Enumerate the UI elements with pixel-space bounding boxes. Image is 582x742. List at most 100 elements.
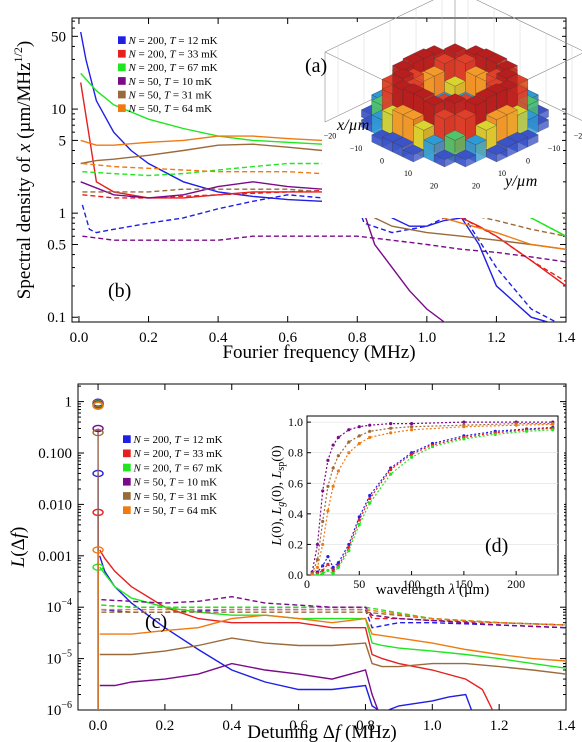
panel-b-series-dashed-3: [82, 235, 566, 263]
panel-c-legend-swatch-5: [123, 506, 131, 514]
panel-c-legend-label-0: N = 200, T = 12 mK: [132, 434, 222, 446]
panel-b-xtick-label-6: 1.2: [487, 330, 506, 346]
panel-a-bar-top-96: [465, 95, 487, 106]
panel-d-point-3-6: [347, 428, 351, 432]
panel-a-bar-top-106: [423, 134, 445, 146]
panel-b-legend-swatch-4: [118, 90, 126, 99]
panel-d-series-line-1: [312, 427, 553, 575]
panel-a-bar-top-97: [485, 109, 508, 120]
panel-d-point-0-2: [321, 564, 325, 568]
panel-d-point-0-7: [357, 515, 361, 519]
panel-c-series-line-2: [99, 566, 566, 669]
panel-c-xtick-label-4: 0.8: [356, 718, 375, 734]
panel-c-xtick-label-7: 1.4: [557, 718, 576, 734]
panel-c-ytick-pow-label-1: 10−5: [46, 649, 72, 668]
panel-a-bar-top-29: [402, 53, 425, 64]
panel-c-xlabel: Detuning Δf (MHz): [247, 722, 396, 742]
panel-d-point-1-8: [368, 496, 372, 501]
panel-a-label: (a): [305, 55, 327, 77]
panel-b-xtick-label-2: 0.4: [209, 330, 228, 346]
panel-c-legend-label-4: N = 50, T = 31 mK: [132, 491, 217, 503]
panel-a-xtick-label-0: −20: [324, 131, 337, 140]
panel-a-bar-top-110: [433, 149, 456, 160]
panel-d-point-3-3: [326, 458, 330, 462]
panel-d-point-4-10: [409, 425, 414, 429]
panel-b-xtick-label-1: 0.2: [139, 330, 158, 346]
panel-a-ytick-label-2: 0: [526, 156, 530, 165]
panel-b-xtick-label-0: 0.0: [70, 330, 89, 346]
panel-c-ytick-label-3: 1: [65, 395, 73, 411]
panel-c-legend-label-1: N = 200, T = 33 mK: [132, 448, 222, 460]
panel-d-point-4-6: [347, 440, 351, 444]
panel-d-point-5-11: [462, 425, 466, 429]
panel-c-xtick-label-0: 0.0: [89, 718, 108, 734]
panel-b-legend-label-4: N = 50, T = 31 mK: [127, 89, 212, 101]
panel-d-ytick-label-5: 1.0: [288, 415, 303, 429]
panel-d-point-5-7: [357, 441, 361, 446]
panel-d-point-2-6: [347, 548, 351, 553]
panel-d-series-line-2: [312, 429, 553, 575]
panel-d-point-5-10: [409, 428, 414, 432]
panel-d-point-2-1: [315, 573, 320, 575]
panel-a-bar-top-102: [454, 109, 477, 120]
panel-c: 0.0 0.2 0.4 0.6 0.8 1.0 1.2 1.40.0010.0100.1001…: [8, 383, 576, 742]
panel-d-label: (d): [485, 535, 508, 557]
panel-a-xtick-label-1: −10: [350, 144, 363, 153]
panel-d-point-5-9: [389, 431, 393, 435]
panel-a-bar-top-99: [392, 136, 414, 148]
panel-a-bar-top-89: [475, 88, 497, 99]
panel-d-point-2-10: [409, 455, 414, 459]
panel-a-bar-top-33: [485, 53, 508, 64]
panel-b-legend-swatch-2: [118, 63, 126, 72]
panel-a-ytick-label-3: 10: [498, 169, 506, 178]
panel-d-point-2-4: [331, 571, 335, 575]
panel-b-legend-swatch-3: [118, 77, 126, 85]
panel-d-series-line-5: [311, 423, 553, 575]
panel-a-inset: −20 −10 0 10 20 −20 −10 0 10 20 x/µm y/µm (a): [305, 0, 582, 218]
panel-c-legend-swatch-0: [123, 435, 131, 443]
panel-c-series-line-4: [99, 637, 566, 675]
panel-a-bar-top-94: [423, 95, 445, 106]
panel-a-bar-top-23: [433, 53, 456, 64]
panel-c-xtick-label-2: 0.4: [222, 718, 241, 734]
panel-a-bar-top-107: [444, 130, 466, 141]
panel-d-ytick-label-1: 0.2: [288, 537, 303, 551]
panel-c-legend-label-5: N = 50, T = 64 mK: [132, 505, 217, 517]
panel-d-point-5-3: [326, 509, 330, 513]
panel-d-point-1-10: [409, 452, 414, 456]
panel-d-point-4-7: [357, 434, 361, 438]
panel-c-top-marker-5: [92, 401, 104, 410]
panel-a-bar-top-95: [444, 93, 466, 104]
panel-b-xlabel: Fourier frequency (MHz): [222, 342, 415, 363]
panel-a-ylabel: y/µm: [503, 173, 537, 190]
panel-d-point-3-10: [409, 422, 414, 426]
panel-b-ytick-label-0: 0.1: [47, 310, 66, 326]
panel-a-bar-top-58: [496, 68, 518, 79]
panel-d-point-3-4: [331, 443, 335, 447]
panel-b-xtick-label-7: 1.4: [557, 330, 576, 346]
panel-c-series: [92, 424, 566, 710]
panel-d-point-0-3: [326, 555, 330, 559]
panel-c-xtick-label-6: 1.2: [490, 718, 509, 734]
panel-c-legend-label-2: N = 200, T = 67 mK: [132, 462, 222, 474]
panel-b-ylabel: Spectral density of x (µm/MHz1/2): [11, 41, 35, 299]
panel-d-point-5-12: [514, 423, 518, 427]
panel-b-legend-label-2: N = 200, T = 67 mK: [127, 62, 217, 74]
panel-d-point-3-2: [321, 489, 325, 493]
panel-d-point-3-1: [315, 542, 320, 547]
panel-d-point-5-0: [310, 573, 314, 575]
panel-d-point-2-12: [462, 437, 466, 441]
panel-a-xtick-label-4: 20: [430, 181, 438, 190]
panel-a-ytick-label-1: −10: [548, 144, 561, 153]
panel-c-spike-marker-3: [92, 424, 104, 433]
panel-c-xtick-label-5: 1.0: [423, 718, 442, 734]
panel-d-point-1-7: [357, 518, 361, 522]
panel-d-xtick-label-2: 100: [403, 577, 421, 591]
panel-d-point-5-2: [321, 542, 325, 547]
panel-a-ytick-label-0: −20: [574, 131, 582, 140]
panel-d-series-line-3: [311, 421, 553, 573]
panel-d-point-2-14: [525, 429, 529, 433]
panel-a-bar-top-31: [444, 76, 466, 87]
panel-d-point-5-5: [336, 469, 340, 473]
